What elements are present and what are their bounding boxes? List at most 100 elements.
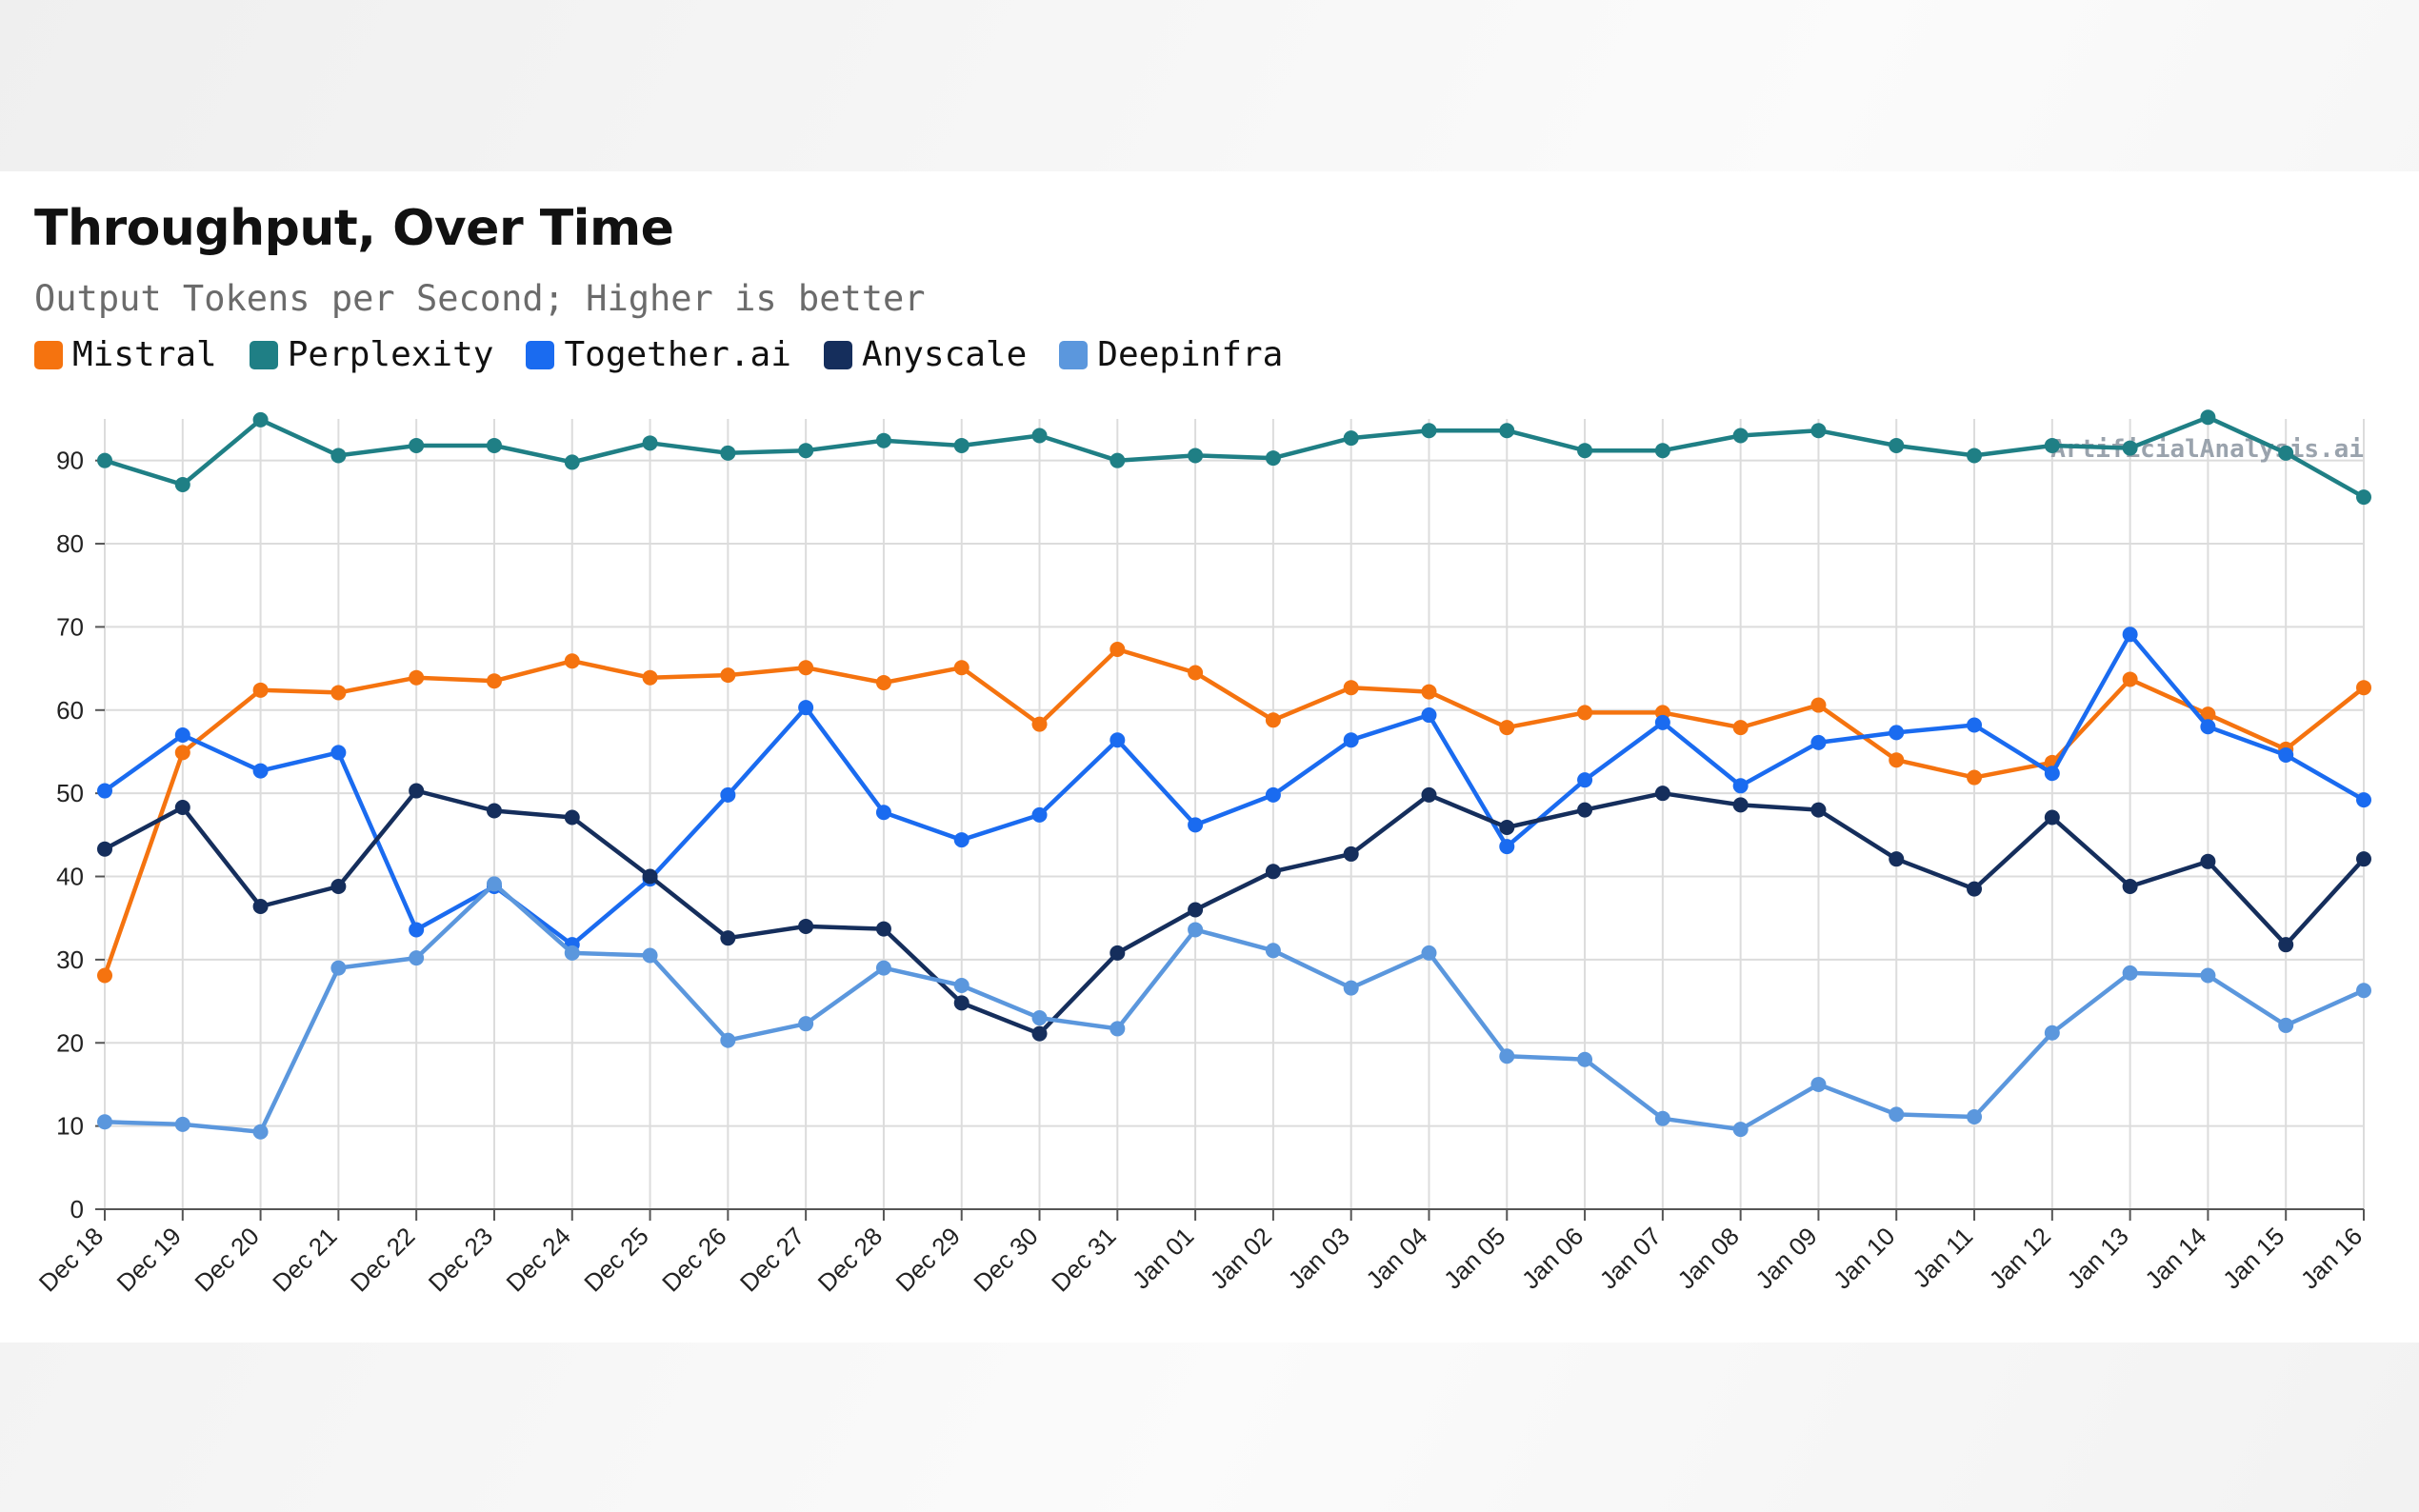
data-point-together-ai-dec-30	[1031, 806, 1048, 823]
data-point-perplexity-jan-08	[1732, 428, 1749, 444]
data-point-anyscale-jan-01	[1188, 902, 1204, 918]
data-point-anyscale-dec-26	[720, 930, 736, 946]
data-point-anyscale-dec-29	[953, 995, 970, 1011]
data-point-together-ai-dec-26	[720, 786, 736, 803]
legend-swatch-perplexity	[249, 340, 278, 369]
data-point-mistral-jan-01	[1188, 665, 1204, 681]
data-point-mistral-jan-09	[1810, 697, 1827, 713]
data-point-mistral-jan-05	[1499, 720, 1515, 736]
series-line-together-ai	[102, 632, 2367, 947]
y-tick-label-50: 50	[56, 779, 84, 807]
data-point-perplexity-jan-07	[1654, 443, 1670, 459]
data-point-anyscale-dec-20	[252, 898, 269, 914]
y-tick-label-90: 90	[56, 447, 84, 475]
legend-item-mistral[interactable]: Mistral	[34, 335, 217, 374]
data-point-deepinfra-jan-04	[1421, 945, 1437, 961]
y-tick-label-10: 10	[56, 1112, 84, 1141]
series-line-deepinfra	[102, 882, 2367, 1134]
series-mistral	[97, 642, 2371, 984]
data-point-perplexity-dec-21	[330, 448, 347, 464]
data-point-perplexity-dec-26	[720, 445, 736, 461]
data-point-mistral-jan-16	[2356, 680, 2371, 696]
data-point-anyscale-dec-19	[174, 800, 190, 816]
data-point-deepinfra-jan-03	[1343, 980, 1359, 996]
x-tick-label-dec-18: Dec 18	[33, 1222, 109, 1297]
data-point-deepinfra-jan-05	[1499, 1048, 1515, 1064]
data-point-together-ai-dec-28	[875, 805, 891, 821]
data-point-perplexity-jan-15	[2278, 445, 2294, 461]
data-point-mistral-jan-14	[2200, 706, 2216, 723]
data-point-mistral-dec-27	[798, 660, 814, 676]
series-together-ai	[97, 627, 2371, 953]
watermark: ArtificialAnalysis.ai	[2050, 435, 2364, 464]
data-point-perplexity-jan-06	[1577, 443, 1593, 459]
legend-swatch-deepinfra	[1059, 340, 1089, 369]
x-tick-label-jan-13: Jan 13	[2061, 1222, 2133, 1294]
chart-subtitle: Output Tokens per Second; Higher is bett…	[34, 278, 926, 319]
x-tick-label-jan-02: Jan 02	[1205, 1222, 1277, 1294]
y-tick-label-60: 60	[56, 696, 84, 725]
series-deepinfra	[97, 876, 2371, 1140]
data-point-deepinfra-dec-30	[1031, 1010, 1048, 1026]
data-point-deepinfra-jan-09	[1810, 1076, 1827, 1092]
data-point-perplexity-jan-10	[1889, 437, 1905, 453]
data-point-anyscale-jan-07	[1654, 786, 1670, 802]
data-point-deepinfra-dec-31	[1110, 1021, 1126, 1037]
data-point-together-ai-jan-03	[1343, 732, 1359, 748]
data-point-mistral-jan-13	[2122, 671, 2138, 687]
data-point-deepinfra-jan-15	[2278, 1017, 2294, 1033]
legend-swatch-together-ai	[526, 340, 555, 369]
y-tick-label-80: 80	[56, 529, 84, 558]
data-point-anyscale-jan-08	[1732, 797, 1749, 813]
data-point-anyscale-jan-15	[2278, 937, 2294, 953]
x-tick-label-dec-22: Dec 22	[345, 1222, 420, 1297]
data-point-perplexity-jan-04	[1421, 423, 1437, 439]
data-point-together-ai-jan-14	[2200, 719, 2216, 735]
data-point-together-ai-jan-11	[1967, 717, 1983, 733]
data-point-deepinfra-jan-08	[1732, 1122, 1749, 1138]
data-point-together-ai-jan-09	[1810, 734, 1827, 750]
data-point-anyscale-jan-11	[1967, 881, 1983, 897]
data-point-anyscale-jan-13	[2122, 879, 2138, 895]
data-point-anyscale-jan-09	[1810, 802, 1827, 818]
data-point-perplexity-dec-25	[642, 435, 658, 451]
data-point-anyscale-dec-30	[1031, 1025, 1048, 1042]
data-point-deepinfra-dec-18	[97, 1114, 112, 1130]
data-point-together-ai-jan-12	[2044, 766, 2060, 782]
data-point-together-ai-jan-05	[1499, 839, 1515, 855]
data-point-mistral-jan-11	[1967, 769, 1983, 786]
legend-item-anyscale[interactable]: Anyscale	[823, 335, 1027, 374]
x-tick-label-dec-21: Dec 21	[267, 1222, 342, 1297]
data-point-anyscale-dec-18	[97, 841, 112, 857]
legend-item-together-ai[interactable]: Together.ai	[526, 335, 791, 374]
legend-label-perplexity: Perplexity	[287, 335, 494, 374]
data-point-deepinfra-dec-22	[409, 950, 425, 966]
data-point-deepinfra-dec-27	[798, 1016, 814, 1032]
data-point-anyscale-dec-24	[564, 809, 580, 826]
data-point-perplexity-jan-11	[1967, 448, 1983, 464]
data-point-mistral-dec-19	[174, 745, 190, 761]
x-tick-label-jan-07: Jan 07	[1594, 1222, 1667, 1294]
data-point-mistral-dec-30	[1031, 716, 1048, 732]
data-point-anyscale-jan-04	[1421, 786, 1437, 803]
data-point-mistral-dec-28	[875, 674, 891, 690]
data-point-mistral-dec-25	[642, 669, 658, 686]
data-point-together-ai-dec-21	[330, 745, 347, 761]
legend-item-deepinfra[interactable]: Deepinfra	[1059, 335, 1283, 374]
data-point-perplexity-dec-22	[409, 437, 425, 453]
x-tick-label-dec-28: Dec 28	[812, 1222, 888, 1297]
data-point-together-ai-dec-27	[798, 700, 814, 716]
data-point-deepinfra-dec-29	[953, 977, 970, 993]
series-anyscale	[97, 783, 2371, 1042]
data-point-deepinfra-jan-02	[1265, 943, 1281, 959]
data-point-anyscale-dec-27	[798, 918, 814, 934]
data-point-together-ai-jan-06	[1577, 772, 1593, 788]
data-point-perplexity-jan-03	[1343, 430, 1359, 447]
data-point-mistral-jan-06	[1577, 705, 1593, 721]
data-point-perplexity-jan-12	[2044, 437, 2060, 453]
data-point-perplexity-jan-16	[2356, 489, 2371, 506]
data-point-together-ai-jan-10	[1889, 725, 1905, 741]
data-point-perplexity-jan-13	[2122, 440, 2138, 456]
legend-item-perplexity[interactable]: Perplexity	[249, 335, 494, 374]
